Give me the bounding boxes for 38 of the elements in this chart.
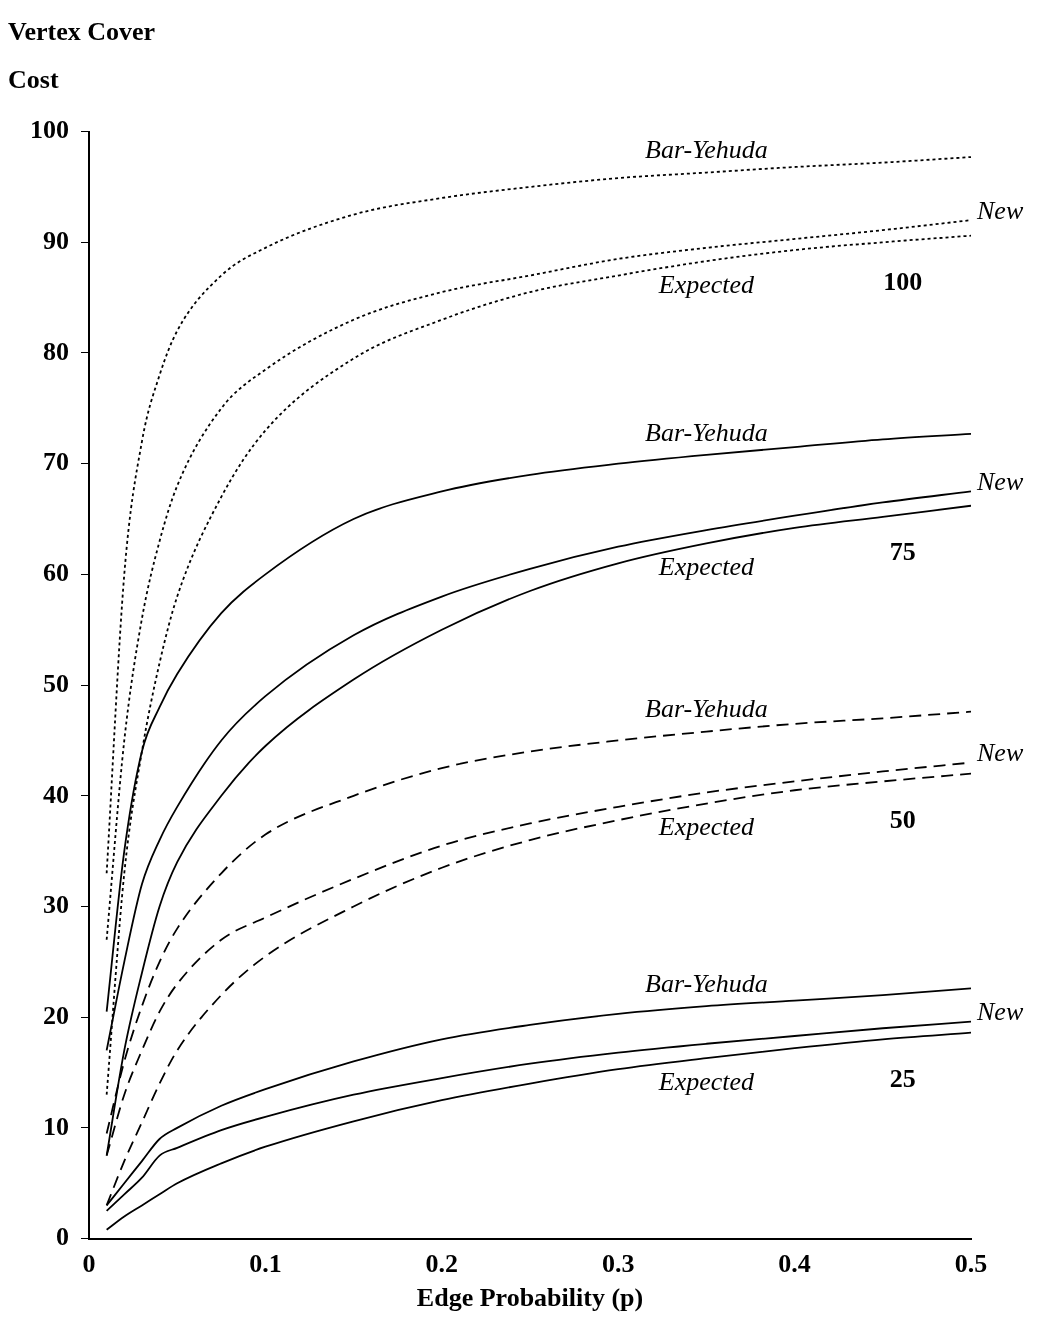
y-tick-label: 90 xyxy=(43,226,69,256)
series-label: New xyxy=(976,997,1024,1027)
x-axis-title: Edge Probability (p) xyxy=(416,1283,644,1313)
series-label: Expected xyxy=(657,552,756,582)
y-tick-label: 30 xyxy=(43,890,69,920)
x-tick-label: 0.4 xyxy=(778,1248,811,1278)
series-label: Bar-Yehuda xyxy=(645,417,768,447)
series-label: Expected xyxy=(657,812,756,842)
annotation: 100 xyxy=(883,267,923,297)
series-label: Bar-Yehuda xyxy=(645,135,768,165)
annotation: 50 xyxy=(889,805,916,835)
y-tick-label: 20 xyxy=(43,1000,69,1030)
series-label: New xyxy=(976,467,1024,497)
line-series xyxy=(105,234,971,1096)
x-tick-label: 0.1 xyxy=(249,1248,282,1278)
x-tick-label: 0.5 xyxy=(954,1248,988,1278)
x-tick-label: 0 xyxy=(82,1248,96,1278)
y-tick-label: 10 xyxy=(43,1111,69,1141)
y-tick-label: 0 xyxy=(56,1222,69,1252)
annotation: 75 xyxy=(889,537,916,567)
x-tick-label: 0.2 xyxy=(425,1248,459,1278)
y-axis-title: Vertex Cover Cost xyxy=(8,16,156,96)
series-label: Bar-Yehuda xyxy=(645,694,768,724)
y-tick-label: 60 xyxy=(43,558,69,588)
y-tick-label: 100 xyxy=(30,115,69,145)
line-series xyxy=(105,219,971,941)
y-tick-label: 70 xyxy=(43,447,69,477)
series-label: New xyxy=(976,738,1024,768)
y-tick-label: 80 xyxy=(43,336,69,366)
y-tick-label: 40 xyxy=(43,779,69,809)
line-series xyxy=(105,156,971,875)
series-label: New xyxy=(976,195,1024,225)
series-label: Expected xyxy=(657,269,756,299)
y-tick-label: 50 xyxy=(43,668,69,698)
annotation: 25 xyxy=(889,1064,916,1094)
x-tick-label: 0.3 xyxy=(601,1248,635,1278)
series-label: Expected xyxy=(657,1066,756,1096)
series-label: Bar-Yehuda xyxy=(645,968,768,998)
